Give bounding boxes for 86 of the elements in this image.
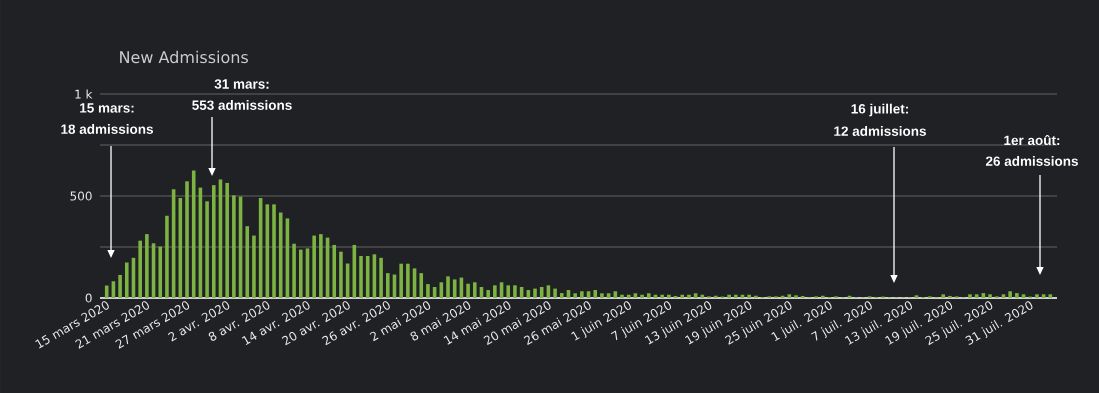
bar (553, 288, 557, 298)
bar (968, 294, 972, 298)
bar (298, 249, 303, 298)
bar (245, 226, 250, 298)
annotation: 12 admissions (834, 126, 926, 136)
chart-title: New Admissions (120, 50, 249, 64)
bar (1001, 294, 1006, 298)
bar (365, 255, 370, 298)
bar (580, 291, 584, 298)
bar (232, 195, 236, 298)
annotation: 18 admissions (61, 124, 153, 134)
annotation: 553 admissions (192, 100, 292, 110)
bar (747, 294, 751, 298)
bar (124, 262, 129, 298)
bar (733, 294, 738, 298)
bar (225, 182, 229, 298)
bar (319, 234, 323, 298)
bar (620, 294, 624, 298)
bar (486, 290, 490, 298)
bar (385, 273, 390, 298)
bar (1048, 294, 1053, 298)
y-tick-label: 500 (70, 191, 92, 201)
bar (359, 255, 363, 298)
bar (941, 294, 946, 298)
bar (794, 295, 798, 298)
bar (272, 204, 276, 298)
text: 31 mars: (214, 79, 269, 89)
bar (988, 294, 992, 298)
y-tick-label: 1 k (75, 89, 93, 99)
bar (379, 257, 383, 298)
y-tick-label: 0 (85, 293, 92, 303)
bar (600, 293, 604, 298)
bar (506, 285, 511, 298)
bar (104, 285, 109, 298)
annotation: 15 mars: (80, 103, 134, 113)
annotation: 26 admissions (985, 156, 1078, 166)
bar (1021, 294, 1026, 298)
bar (727, 294, 731, 298)
annotation: 1er août: (1004, 134, 1060, 146)
bar (646, 293, 651, 298)
bar (660, 294, 664, 298)
bar (426, 284, 430, 298)
bar (292, 243, 296, 298)
annotation: 16 juillet: (851, 103, 908, 117)
bar (138, 240, 142, 298)
bar (1015, 293, 1019, 298)
bar (191, 170, 196, 298)
bar (754, 295, 758, 298)
bar (165, 215, 169, 298)
bar (399, 263, 403, 298)
bar (205, 201, 209, 298)
bar (1008, 291, 1012, 298)
bar (211, 185, 216, 298)
bar (513, 285, 517, 298)
bar (948, 295, 952, 298)
bar (680, 294, 685, 298)
bar (787, 294, 792, 298)
bar (158, 246, 163, 298)
bar (406, 263, 410, 298)
bar (252, 235, 256, 298)
bar (446, 276, 450, 298)
bar (339, 251, 343, 298)
bar (667, 294, 671, 298)
bar (312, 235, 316, 298)
bar (145, 234, 149, 298)
bar (419, 273, 424, 298)
bar (118, 274, 122, 298)
bar (472, 282, 477, 298)
bar (452, 279, 457, 298)
bar (687, 294, 691, 298)
bar (1041, 294, 1046, 298)
bar (559, 293, 564, 298)
bar (640, 294, 644, 298)
bar (573, 293, 577, 298)
bar (914, 295, 919, 298)
bar (493, 285, 497, 298)
bar (185, 181, 189, 298)
bar (1035, 294, 1039, 298)
bar (974, 294, 979, 298)
bar (533, 288, 537, 298)
bar (820, 295, 825, 298)
bar (278, 212, 283, 298)
bar (593, 290, 598, 298)
bar (466, 283, 470, 298)
bar (332, 244, 337, 298)
bar (539, 286, 544, 298)
